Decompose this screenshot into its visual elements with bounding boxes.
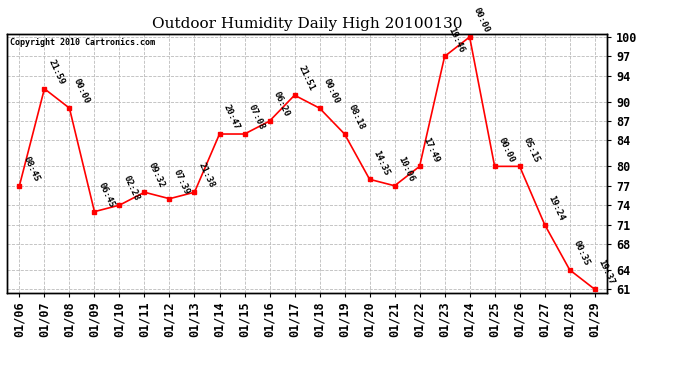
Text: 08:45: 08:45	[21, 155, 41, 183]
Text: 10:06: 10:06	[397, 155, 416, 183]
Text: 00:35: 00:35	[572, 239, 591, 267]
Text: 00:00: 00:00	[322, 77, 341, 105]
Title: Outdoor Humidity Daily High 20100130: Outdoor Humidity Daily High 20100130	[152, 17, 462, 31]
Text: 20:47: 20:47	[221, 103, 241, 131]
Text: 06:20: 06:20	[272, 90, 291, 118]
Text: 19:37: 19:37	[597, 258, 616, 286]
Text: 19:46: 19:46	[446, 26, 466, 54]
Text: 19:24: 19:24	[546, 194, 566, 222]
Text: 00:00: 00:00	[72, 77, 91, 105]
Text: 21:38: 21:38	[197, 162, 216, 190]
Text: 07:08: 07:08	[246, 103, 266, 131]
Text: 21:51: 21:51	[297, 64, 316, 93]
Text: 17:49: 17:49	[422, 136, 441, 164]
Text: 00:00: 00:00	[472, 6, 491, 34]
Text: 05:15: 05:15	[522, 136, 541, 164]
Text: 07:39: 07:39	[172, 168, 191, 196]
Text: 08:18: 08:18	[346, 103, 366, 131]
Text: 21:59: 21:59	[46, 58, 66, 86]
Text: 06:45: 06:45	[97, 181, 116, 209]
Text: 02:28: 02:28	[121, 174, 141, 202]
Text: 09:32: 09:32	[146, 162, 166, 190]
Text: Copyright 2010 Cartronics.com: Copyright 2010 Cartronics.com	[10, 38, 155, 46]
Text: 14:35: 14:35	[372, 148, 391, 177]
Text: 00:00: 00:00	[497, 136, 516, 164]
